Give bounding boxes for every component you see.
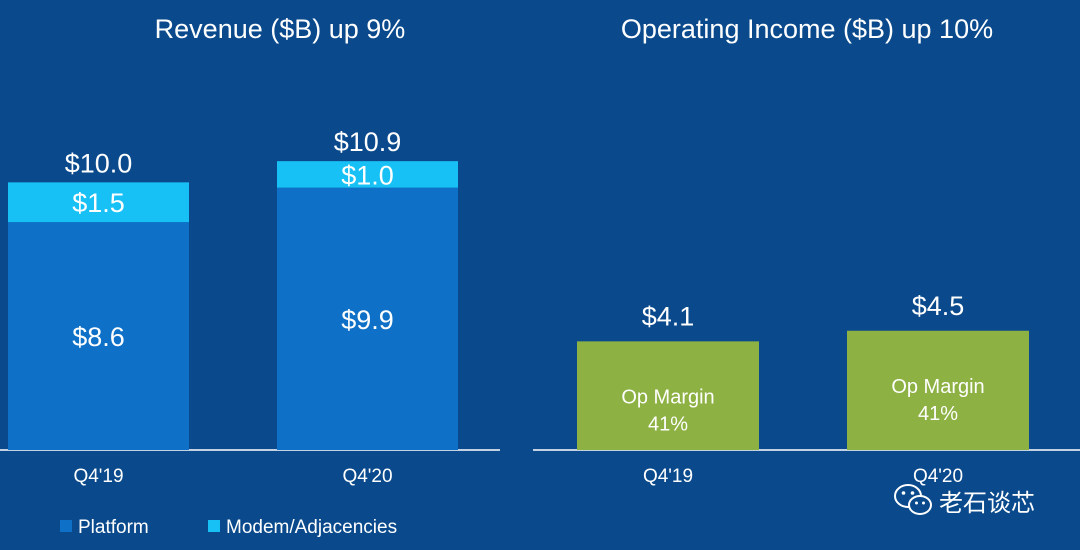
revenue-total-label: $10.9 bbox=[334, 127, 402, 157]
modem-value-label: $1.0 bbox=[341, 160, 394, 190]
op-margin-label: Op Margin bbox=[891, 376, 984, 398]
opincome-bar bbox=[847, 330, 1029, 450]
op-margin-value: 41% bbox=[648, 413, 688, 435]
platform-value-label: $9.9 bbox=[341, 305, 394, 335]
platform-value-label: $8.6 bbox=[72, 322, 125, 352]
modem-value-label: $1.5 bbox=[72, 188, 125, 218]
watermark-text: 老石谈芯 bbox=[939, 488, 1035, 517]
revenue-x-tick-label: Q4'20 bbox=[342, 466, 392, 487]
revenue-x-tick-label: Q4'19 bbox=[73, 466, 123, 487]
opincome-value-label: $4.5 bbox=[912, 291, 965, 321]
legend-label: Platform bbox=[78, 517, 149, 538]
legend-label: Modem/Adjacencies bbox=[226, 517, 397, 538]
watermark: 老石谈芯 bbox=[893, 480, 1073, 520]
op-margin-label: Op Margin bbox=[621, 386, 714, 408]
legend-swatch bbox=[60, 520, 72, 532]
modem-bar bbox=[8, 182, 189, 223]
platform-bar bbox=[8, 222, 189, 450]
opincome-bar bbox=[577, 341, 759, 450]
legend-swatch bbox=[208, 520, 220, 532]
op-margin-value: 41% bbox=[918, 403, 958, 425]
opincome-value-label: $4.1 bbox=[642, 301, 695, 331]
revenue-total-label: $10.0 bbox=[65, 148, 133, 178]
modem-bar bbox=[277, 161, 458, 188]
revenue-chart-title: Revenue ($B) up 9% bbox=[155, 14, 406, 44]
opincome-chart-title: Operating Income ($B) up 10% bbox=[621, 14, 993, 44]
opincome-x-tick-label: Q4'20 bbox=[913, 466, 963, 487]
wechat-icon bbox=[894, 484, 932, 515]
platform-bar bbox=[277, 187, 458, 450]
opincome-x-tick-label: Q4'19 bbox=[643, 466, 693, 487]
